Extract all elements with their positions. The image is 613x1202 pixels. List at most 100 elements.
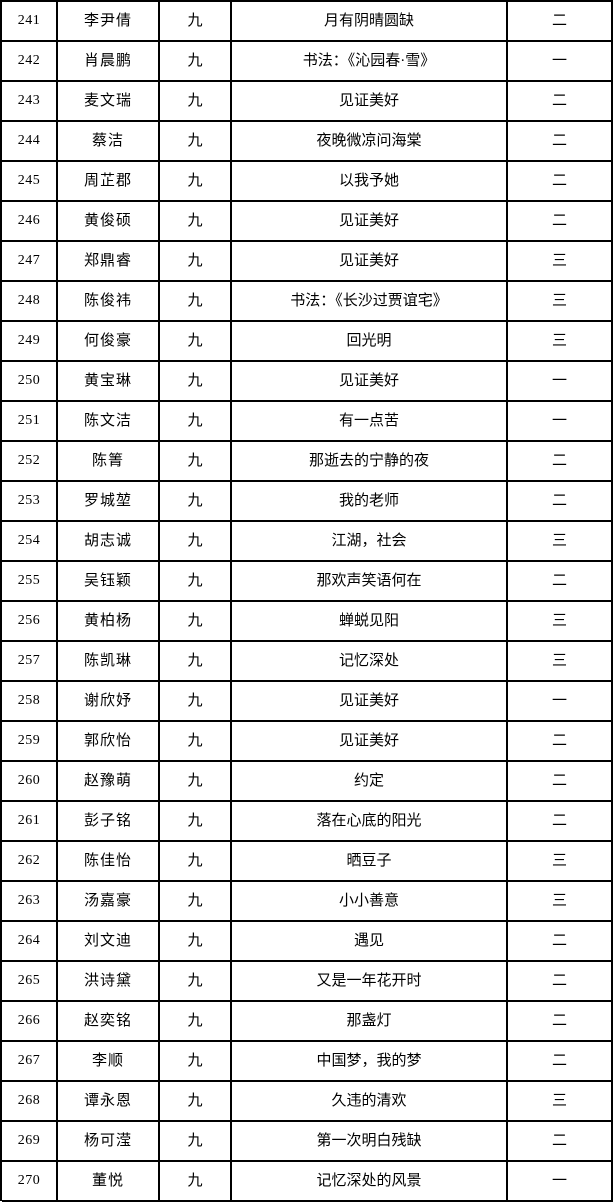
grade-cell: 九 (160, 2, 232, 42)
grade-cell: 九 (160, 602, 232, 642)
student-name-cell: 谭永恩 (58, 1082, 160, 1122)
student-name-cell: 赵豫萌 (58, 762, 160, 802)
work-title-cell: 江湖，社会 (232, 522, 508, 562)
student-name-cell: 郭欣怡 (58, 722, 160, 762)
work-title-cell: 又是一年花开时 (232, 962, 508, 1002)
student-name-cell: 李顺 (58, 1042, 160, 1082)
row-number-cell: 256 (2, 602, 58, 642)
work-title-cell: 书法：《沁园春·雪》 (232, 42, 508, 82)
work-title-cell: 那盏灯 (232, 1002, 508, 1042)
work-title-cell: 见证美好 (232, 82, 508, 122)
work-title-cell: 记忆深处的风景 (232, 1162, 508, 1202)
row-number-cell: 251 (2, 402, 58, 442)
grade-cell: 九 (160, 1082, 232, 1122)
grade-cell: 九 (160, 122, 232, 162)
student-name-cell: 董悦 (58, 1162, 160, 1202)
grade-cell: 九 (160, 842, 232, 882)
student-name-cell: 彭子铭 (58, 802, 160, 842)
student-name-cell: 汤嘉豪 (58, 882, 160, 922)
student-name-cell: 赵奕铭 (58, 1002, 160, 1042)
row-number-cell: 267 (2, 1042, 58, 1082)
row-number-cell: 246 (2, 202, 58, 242)
student-name-cell: 何俊豪 (58, 322, 160, 362)
grade-cell: 九 (160, 442, 232, 482)
work-title-cell: 约定 (232, 762, 508, 802)
award-rank-cell: 三 (508, 642, 613, 682)
row-number-cell: 261 (2, 802, 58, 842)
work-title-cell: 小小善意 (232, 882, 508, 922)
award-rank-cell: 二 (508, 1002, 613, 1042)
grade-cell: 九 (160, 722, 232, 762)
row-number-cell: 252 (2, 442, 58, 482)
grade-cell: 九 (160, 762, 232, 802)
row-number-cell: 259 (2, 722, 58, 762)
row-number-cell: 243 (2, 82, 58, 122)
work-title-cell: 以我予她 (232, 162, 508, 202)
award-rank-cell: 三 (508, 282, 613, 322)
grade-cell: 九 (160, 642, 232, 682)
student-name-cell: 郑鼎睿 (58, 242, 160, 282)
row-number-cell: 247 (2, 242, 58, 282)
table-row: 262 陈佳怡九晒豆子三 (2, 842, 613, 882)
work-title-cell: 第一次明白残缺 (232, 1122, 508, 1162)
grade-cell: 九 (160, 1122, 232, 1162)
award-rank-cell: 二 (508, 1042, 613, 1082)
award-rank-cell: 一 (508, 1162, 613, 1202)
student-name-cell: 刘文迪 (58, 922, 160, 962)
award-rank-cell: 一 (508, 362, 613, 402)
work-title-cell: 那欢声笑语何在 (232, 562, 508, 602)
award-rank-cell: 二 (508, 562, 613, 602)
grade-cell: 九 (160, 322, 232, 362)
award-rank-cell: 二 (508, 2, 613, 42)
row-number-cell: 253 (2, 482, 58, 522)
grade-cell: 九 (160, 1042, 232, 1082)
table-row: 251 陈文洁九有一点苦一 (2, 402, 613, 442)
student-name-cell: 陈凯琳 (58, 642, 160, 682)
student-name-cell: 周芷郡 (58, 162, 160, 202)
work-title-cell: 书法：《长沙过贾谊宅》 (232, 282, 508, 322)
award-rank-cell: 二 (508, 762, 613, 802)
table-row: 250 黄宝琳九见证美好一 (2, 362, 613, 402)
table-row: 257 陈凯琳九记忆深处三 (2, 642, 613, 682)
work-title-cell: 那逝去的宁静的夜 (232, 442, 508, 482)
row-number-cell: 250 (2, 362, 58, 402)
row-number-cell: 241 (2, 2, 58, 42)
row-number-cell: 265 (2, 962, 58, 1002)
grade-cell: 九 (160, 402, 232, 442)
work-title-cell: 遇见 (232, 922, 508, 962)
work-title-cell: 我的老师 (232, 482, 508, 522)
work-title-cell: 记忆深处 (232, 642, 508, 682)
student-name-cell: 谢欣妤 (58, 682, 160, 722)
table-row: 259 郭欣怡九见证美好二 (2, 722, 613, 762)
award-rank-cell: 二 (508, 802, 613, 842)
grade-cell: 九 (160, 42, 232, 82)
work-title-cell: 见证美好 (232, 242, 508, 282)
student-name-cell: 罗城堃 (58, 482, 160, 522)
table-row: 246 黄俊硕九见证美好二 (2, 202, 613, 242)
table-row: 267 李顺九中国梦，我的梦二 (2, 1042, 613, 1082)
grade-cell: 九 (160, 522, 232, 562)
table-row: 244 蔡洁九夜晚微凉问海棠二 (2, 122, 613, 162)
grade-cell: 九 (160, 162, 232, 202)
work-title-cell: 中国梦，我的梦 (232, 1042, 508, 1082)
award-rank-cell: 二 (508, 202, 613, 242)
award-rank-cell: 三 (508, 882, 613, 922)
row-number-cell: 254 (2, 522, 58, 562)
work-title-cell: 久违的清欢 (232, 1082, 508, 1122)
table-row: 270 董悦九记忆深处的风景一 (2, 1162, 613, 1202)
row-number-cell: 242 (2, 42, 58, 82)
table-row: 252 陈箐九那逝去的宁静的夜二 (2, 442, 613, 482)
student-name-cell: 蔡洁 (58, 122, 160, 162)
work-title-cell: 回光明 (232, 322, 508, 362)
award-rank-cell: 三 (508, 242, 613, 282)
award-rank-cell: 二 (508, 722, 613, 762)
row-number-cell: 266 (2, 1002, 58, 1042)
row-number-cell: 270 (2, 1162, 58, 1202)
student-name-cell: 陈俊祎 (58, 282, 160, 322)
work-title-cell: 晒豆子 (232, 842, 508, 882)
grade-cell: 九 (160, 682, 232, 722)
table-row: 245 周芷郡九以我予她二 (2, 162, 613, 202)
table-row: 265 洪诗黛九又是一年花开时二 (2, 962, 613, 1002)
award-rank-cell: 二 (508, 962, 613, 1002)
work-title-cell: 蝉蜕见阳 (232, 602, 508, 642)
